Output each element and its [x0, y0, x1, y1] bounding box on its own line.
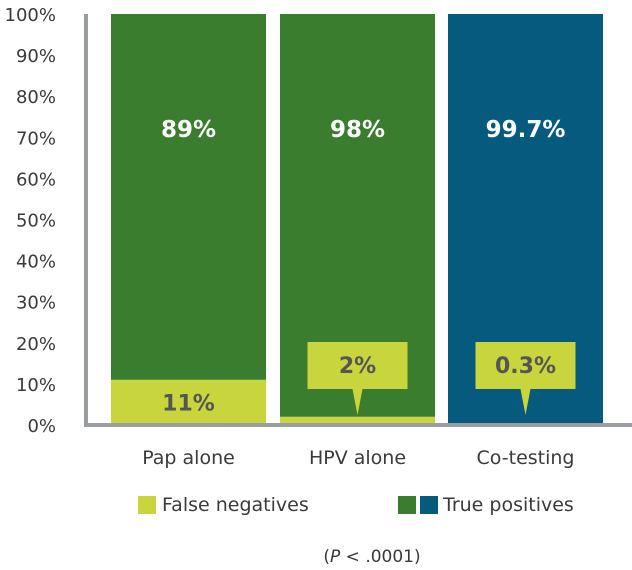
bars: 89% 11% 98% 99.7%: [111, 14, 603, 425]
callout-pointer: [352, 389, 363, 415]
footnote-italic: P: [330, 547, 341, 567]
legend-swatch-true-positives-green: [398, 496, 416, 514]
x-category-label: Pap alone: [142, 447, 235, 469]
y-tick-label: 100%: [5, 5, 56, 26]
p-value-footnote: (P < .0001): [323, 547, 420, 567]
data-label-true-positives: 98%: [330, 117, 385, 143]
callouts: 2% 0.3%: [307, 342, 576, 415]
y-tick-label: 70%: [16, 128, 56, 149]
bar-segment-true-positives: [111, 14, 266, 380]
bar-segment-false-negatives: [111, 379, 266, 425]
legend: False negatives True positives: [138, 494, 574, 516]
legend-label-false-negatives: False negatives: [162, 494, 309, 516]
y-tick-label: 20%: [16, 334, 56, 355]
x-axis-labels: Pap alone HPV alone Co-testing: [142, 447, 574, 469]
data-label-false-negatives: 11%: [162, 391, 215, 416]
callout-box: [307, 342, 408, 389]
callout-box: [475, 342, 576, 389]
y-tick-label: 90%: [16, 46, 56, 67]
y-axis-ticks: 0% 10% 20% 30% 40% 50% 60% 70% 80% 90% 100%: [5, 5, 56, 437]
footnote-suffix: < .0001): [340, 547, 420, 567]
y-tick-label: 30%: [16, 293, 56, 314]
data-label-false-negatives: 0.3%: [495, 354, 556, 379]
y-tick-label: 10%: [16, 375, 56, 396]
data-label-true-positives: 99.7%: [486, 117, 566, 143]
callout-pointer: [520, 389, 531, 415]
footnote-prefix: (: [323, 547, 330, 567]
legend-swatch-false-negatives: [138, 496, 156, 514]
legend-swatch-true-positives-blue: [420, 496, 438, 514]
y-tick-label: 40%: [16, 252, 56, 273]
y-tick-label: 60%: [16, 169, 56, 190]
legend-label-true-positives: True positives: [442, 494, 574, 516]
y-tick-label: 50%: [16, 211, 56, 232]
data-label-true-positives: 89%: [161, 117, 216, 143]
x-category-label: HPV alone: [309, 447, 406, 469]
bar-segment-false-negatives: [280, 416, 435, 425]
axes: [84, 14, 632, 427]
x-category-label: Co-testing: [477, 447, 575, 469]
y-tick-label: 80%: [16, 87, 56, 108]
y-tick-label: 0%: [27, 416, 56, 437]
data-label-false-negatives: 2%: [339, 354, 376, 379]
